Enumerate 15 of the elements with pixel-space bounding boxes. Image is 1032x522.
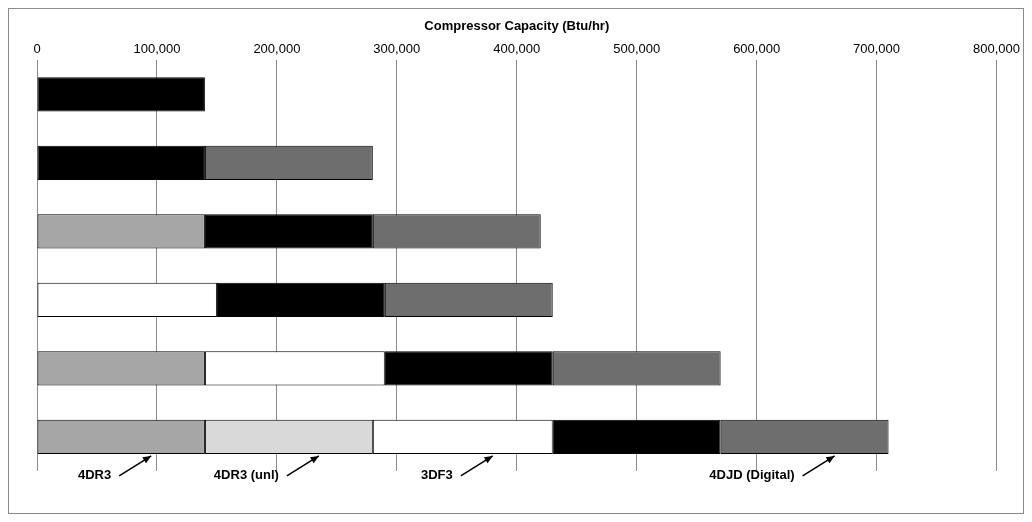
x-tick-label: 800,000	[973, 40, 1020, 56]
x-tick-label: 500,000	[613, 40, 661, 56]
series-label: 4DR3	[77, 467, 112, 483]
x-axis-title: Compressor Capacity (Btu/hr)	[424, 18, 610, 34]
bar	[37, 77, 205, 112]
x-tick-label: 100,000	[133, 40, 181, 56]
x-tick-label: 0	[33, 40, 41, 56]
series-label: 4DJD (Digital)	[709, 467, 795, 483]
x-tick-label: 700,000	[853, 40, 901, 56]
x-tick-label: 600,000	[733, 40, 781, 56]
x-tick-label: 200,000	[253, 40, 301, 56]
x-tick-label: 400,000	[493, 40, 541, 56]
x-tick-label: 300,000	[373, 40, 421, 56]
series-label: 4DR3 (unl)	[213, 467, 279, 483]
series-label: 3DF3	[420, 467, 453, 483]
